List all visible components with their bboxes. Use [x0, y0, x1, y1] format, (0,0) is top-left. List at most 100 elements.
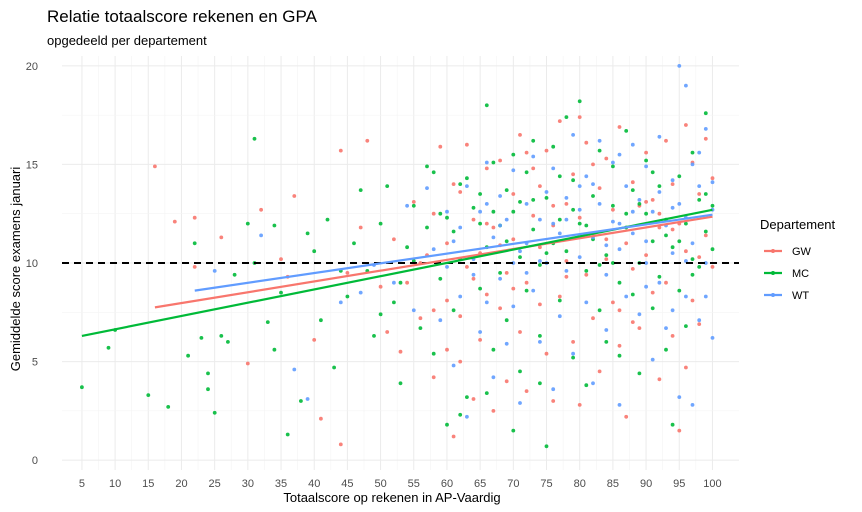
data-point-wt	[478, 330, 482, 334]
data-point-mc	[146, 393, 151, 397]
data-point-wt	[644, 164, 648, 169]
data-point-gw	[544, 351, 549, 356]
x-tick-label: 45	[341, 478, 353, 490]
data-point-gw	[504, 379, 509, 384]
data-point-wt	[670, 178, 675, 183]
y-tick-label: 5	[32, 357, 38, 369]
data-point-mc	[677, 174, 682, 179]
data-point-wt	[597, 138, 602, 143]
data-point-wt	[591, 182, 595, 187]
data-point-wt	[677, 64, 682, 68]
data-point-gw	[571, 340, 575, 344]
data-point-gw	[584, 272, 589, 277]
x-tick-label: 50	[374, 478, 386, 490]
data-point-mc	[703, 111, 708, 116]
data-point-wt	[611, 219, 615, 224]
data-point-wt	[664, 326, 668, 330]
data-point-gw	[697, 255, 702, 259]
data-point-mc	[538, 334, 542, 338]
data-point-mc	[557, 174, 562, 179]
data-point-mc	[80, 385, 84, 390]
data-point-mc	[478, 221, 482, 226]
data-point-wt	[697, 150, 702, 155]
data-point-wt	[431, 247, 436, 252]
data-point-gw	[597, 186, 602, 191]
data-point-mc	[411, 259, 416, 263]
data-point-mc	[451, 308, 456, 313]
data-point-gw	[484, 221, 489, 226]
data-point-wt	[604, 272, 609, 277]
data-point-gw	[292, 194, 297, 198]
data-point-gw	[511, 192, 516, 196]
data-point-wt	[670, 205, 675, 210]
data-point-gw	[697, 192, 702, 196]
data-point-mc	[438, 276, 443, 281]
data-point-wt	[504, 217, 509, 222]
data-point-gw	[617, 343, 622, 348]
data-point-wt	[684, 294, 688, 299]
data-point-gw	[192, 215, 197, 220]
data-point-mc	[206, 387, 210, 392]
data-point-gw	[245, 361, 250, 366]
data-point-gw	[564, 202, 569, 206]
data-point-gw	[358, 225, 363, 230]
data-point-mc	[498, 271, 502, 275]
data-point-gw	[451, 182, 456, 187]
data-point-gw	[465, 142, 469, 147]
data-point-mc	[597, 148, 602, 153]
data-point-gw	[192, 265, 197, 269]
data-point-wt	[557, 231, 562, 236]
data-point-wt	[697, 318, 702, 323]
data-point-wt	[571, 351, 575, 356]
data-point-wt	[710, 180, 715, 185]
data-point-gw	[644, 150, 648, 155]
data-point-gw	[511, 237, 516, 242]
data-point-wt	[498, 276, 502, 281]
data-point-mc	[584, 269, 589, 273]
data-point-gw	[624, 414, 629, 419]
data-point-gw	[571, 172, 575, 177]
data-point-wt	[697, 184, 702, 189]
data-point-wt	[498, 223, 502, 228]
data-point-mc	[657, 274, 662, 279]
data-point-gw	[491, 409, 496, 413]
data-point-wt	[524, 271, 529, 275]
data-point-mc	[491, 160, 496, 165]
data-point-wt	[478, 209, 482, 214]
data-point-mc	[504, 188, 509, 193]
data-point-mc	[345, 294, 350, 299]
data-point-gw	[564, 259, 569, 263]
data-point-mc	[265, 320, 270, 324]
data-point-gw	[710, 176, 715, 181]
data-point-wt	[677, 395, 682, 399]
data-point-mc	[484, 103, 489, 108]
data-point-gw	[624, 241, 629, 246]
data-point-mc	[378, 221, 383, 226]
data-point-mc	[677, 288, 682, 293]
data-point-mc	[465, 176, 469, 181]
data-point-gw	[484, 292, 489, 297]
x-tick-label: 95	[673, 478, 685, 490]
data-point-mc	[531, 227, 536, 232]
data-point-gw	[657, 211, 662, 216]
data-point-wt	[637, 198, 642, 202]
data-point-mc	[511, 152, 516, 157]
data-point-mc	[451, 229, 456, 234]
chart-title: Relatie totaalscore rekenen en GPA	[47, 7, 318, 26]
data-point-mc	[551, 144, 556, 149]
legend: Departement GW MC WT	[760, 217, 836, 302]
data-point-mc	[697, 198, 702, 202]
x-tick-label: 35	[275, 478, 287, 490]
data-point-wt	[624, 184, 629, 189]
legend-title: Departement	[760, 217, 836, 232]
data-point-gw	[604, 237, 609, 242]
data-point-gw	[597, 369, 602, 374]
data-point-mc	[677, 239, 682, 244]
data-point-mc	[597, 308, 602, 313]
data-point-gw	[577, 403, 582, 407]
data-point-mc	[232, 272, 237, 277]
data-point-mc	[272, 223, 277, 228]
y-tick-label: 10	[26, 258, 38, 270]
data-point-mc	[431, 351, 436, 356]
data-point-wt	[564, 196, 569, 200]
